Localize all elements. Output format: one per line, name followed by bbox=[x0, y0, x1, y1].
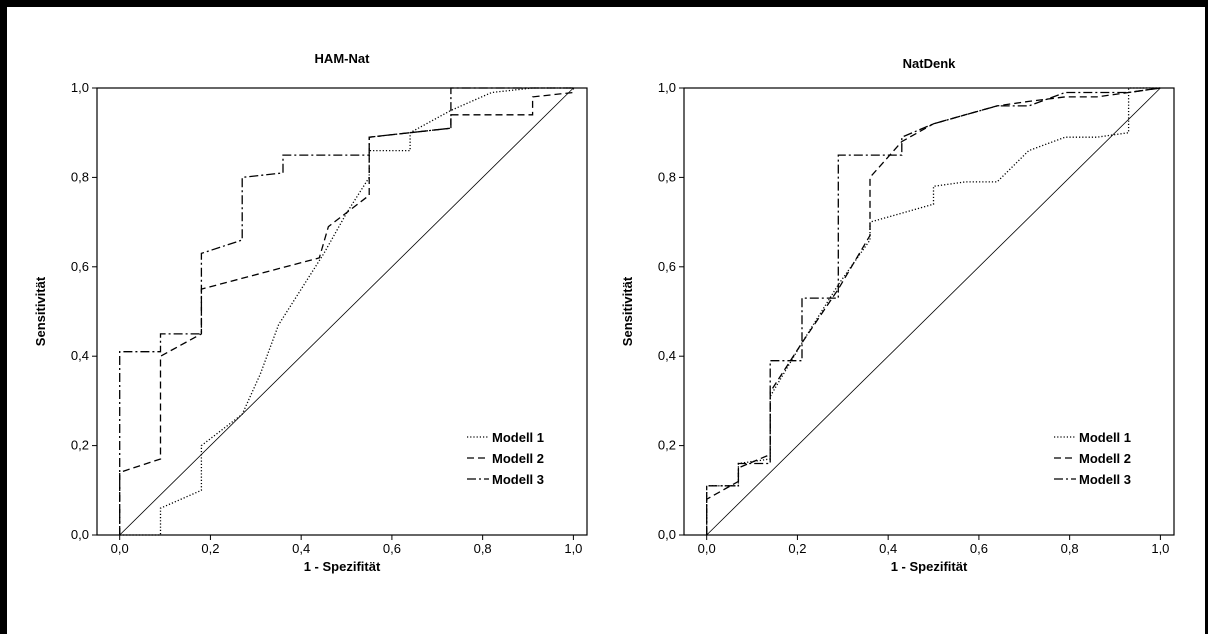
series-line-modell-1 bbox=[706, 87, 1161, 535]
y-tick-label: 0,6 bbox=[71, 259, 89, 274]
plot-frame bbox=[683, 87, 1175, 536]
x-tick-label: 0,0 bbox=[698, 541, 716, 556]
x-tick-label: 0,4 bbox=[292, 541, 310, 556]
legend-label: Modell 2 bbox=[492, 451, 544, 466]
legend-label: Modell 1 bbox=[1079, 430, 1131, 445]
x-tick-label: 0,8 bbox=[474, 541, 492, 556]
plot-frame bbox=[96, 87, 588, 536]
roc-chart-1: HAM-Nat 0,0 0,2 0,4 0,6 0,8 1,0 0,0 0,2 0,4 0,6 0,8… bbox=[33, 51, 588, 574]
reference-diagonal bbox=[706, 87, 1161, 536]
series-line-modell-1 bbox=[119, 87, 574, 536]
x-tick-label: 1,0 bbox=[1151, 541, 1169, 556]
legend-label: Modell 2 bbox=[1079, 451, 1131, 466]
y-axis-label: Sensitivität bbox=[620, 276, 635, 346]
chart-title: NatDenk bbox=[903, 56, 957, 71]
y-tick-label: 1,0 bbox=[658, 80, 676, 95]
series-line-modell-2 bbox=[119, 88, 575, 535]
y-tick-label: 0,8 bbox=[71, 169, 89, 184]
y-tick-label: 1,0 bbox=[71, 80, 89, 95]
legend-label: Modell 3 bbox=[1079, 472, 1131, 487]
y-tick-label: 0,0 bbox=[71, 527, 89, 542]
x-tick-label: 0,0 bbox=[111, 541, 129, 556]
series-line-modell-3 bbox=[706, 87, 1161, 535]
legend-label: Modell 1 bbox=[492, 430, 544, 445]
x-tick-label: 0,8 bbox=[1061, 541, 1079, 556]
x-tick-label: 0,2 bbox=[788, 541, 806, 556]
chart-title: HAM-Nat bbox=[315, 51, 371, 66]
x-tick-label: 0,2 bbox=[201, 541, 219, 556]
y-tick-label: 0,4 bbox=[71, 348, 89, 363]
series-line-modell-3 bbox=[119, 87, 574, 535]
y-tick-label: 0,6 bbox=[658, 259, 676, 274]
y-tick-label: 0,8 bbox=[658, 169, 676, 184]
y-tick-label: 0,4 bbox=[658, 348, 676, 363]
y-axis-label: Sensitivität bbox=[33, 276, 48, 346]
x-axis-label: 1 - Spezifität bbox=[891, 559, 968, 574]
legend-label: Modell 3 bbox=[492, 472, 544, 487]
x-tick-label: 1,0 bbox=[564, 541, 582, 556]
reference-diagonal bbox=[119, 87, 574, 536]
y-tick-label: 0,2 bbox=[71, 438, 89, 453]
x-tick-label: 0,4 bbox=[879, 541, 897, 556]
y-tick-label: 0,0 bbox=[658, 527, 676, 542]
roc-chart-2: NatDenk 0,0 0,2 0,4 0,6 0,8 1,0 0,0 0,2 0,4 0,6 0,8… bbox=[620, 56, 1175, 574]
y-tick-label: 0,2 bbox=[658, 438, 676, 453]
x-tick-label: 0,6 bbox=[970, 541, 988, 556]
x-axis-label: 1 - Spezifität bbox=[304, 559, 381, 574]
x-tick-label: 0,6 bbox=[383, 541, 401, 556]
